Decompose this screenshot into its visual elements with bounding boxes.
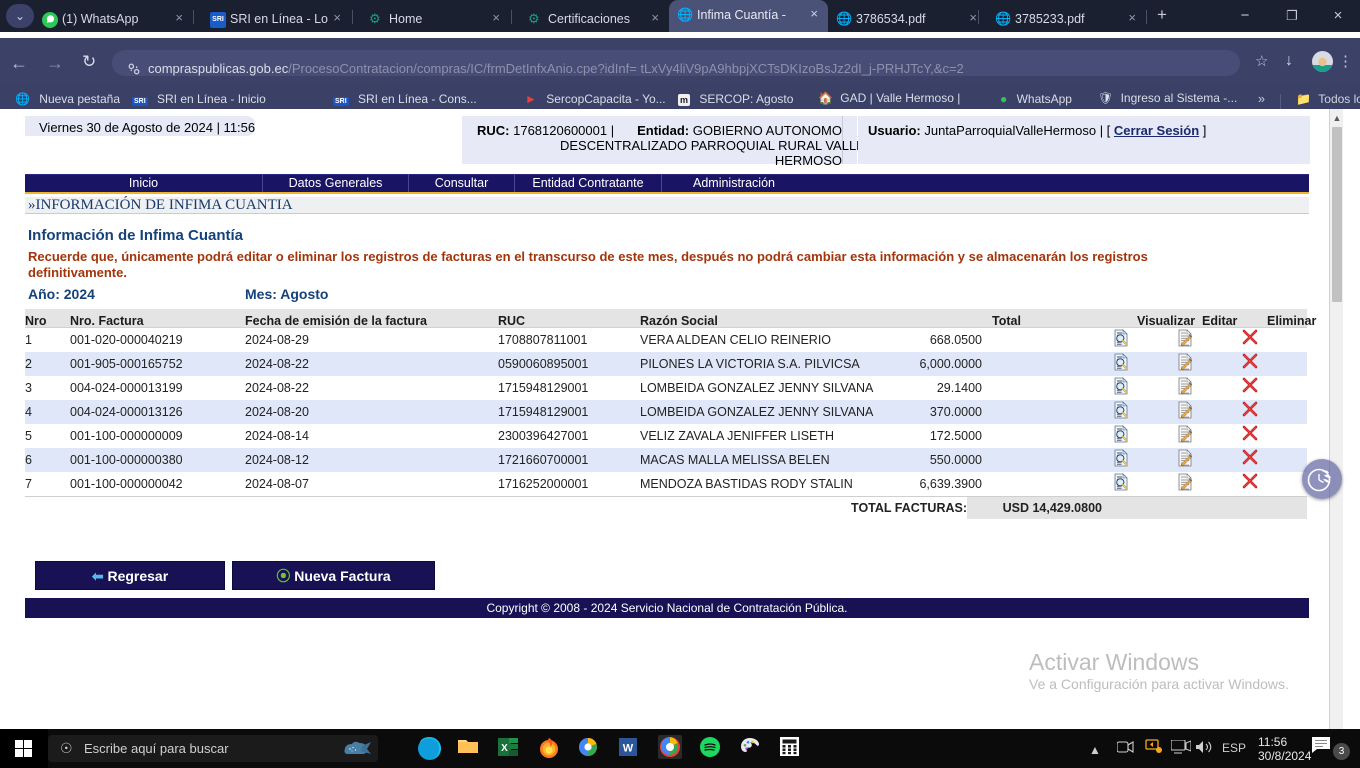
svg-text:X: X [501, 743, 508, 754]
svg-text:W: W [623, 743, 634, 755]
